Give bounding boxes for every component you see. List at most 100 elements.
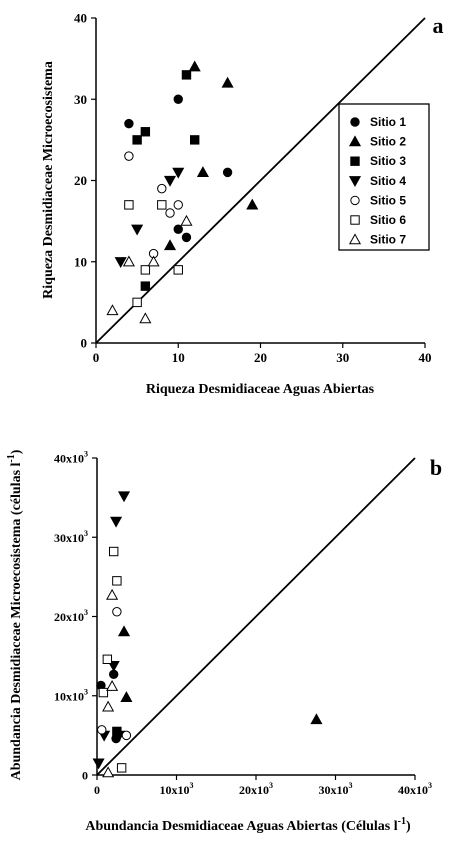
panel-b-point-sitio-7 bbox=[102, 766, 115, 778]
legend-label-sitio-4: Sitio 4 bbox=[370, 174, 406, 188]
panel-a-point-sitio-7 bbox=[106, 304, 119, 316]
panel-a-x-tick-label: 20 bbox=[254, 350, 267, 365]
panel-b-point-sitio-4 bbox=[117, 491, 131, 503]
panel-b-y-axis-label-sup: -1 bbox=[6, 454, 17, 462]
panel-a-point-sitio-3 bbox=[140, 281, 151, 291]
panel-a-point-sitio-4 bbox=[163, 175, 177, 187]
panel-b-y-tick-label: 30x103 bbox=[54, 529, 88, 545]
legend: Sitio 1 Sitio 2 Sitio 3 Sitio 4 Sitio 5 Sitio… bbox=[338, 103, 430, 251]
panel-b-point-sitio-6 bbox=[112, 576, 122, 586]
panel-b-y-tick-label: 10x103 bbox=[54, 687, 88, 703]
panel-b-y-axis-label-end: ) bbox=[9, 449, 24, 454]
panel-a-point-sitio-1 bbox=[181, 232, 192, 243]
panel-b-data-points bbox=[92, 491, 323, 778]
panel-b-x-tick-exponent: 3 bbox=[428, 781, 432, 790]
panel-b-point-sitio-7 bbox=[106, 588, 119, 600]
panel-a-y-tick-label: 30 bbox=[74, 92, 87, 107]
panel-a-point-sitio-4 bbox=[131, 224, 144, 236]
panel-a-point-sitio-6 bbox=[173, 265, 183, 275]
panel-a-point-sitio-3 bbox=[181, 70, 192, 80]
panel-a-y-axis-label: Riqueza Desmidiaceae Microecosistema bbox=[41, 61, 56, 299]
legend-label-sitio-7: Sitio 7 bbox=[370, 233, 406, 247]
panel-b-y-tick-label: 40x103 bbox=[54, 450, 88, 466]
panel-b-x-axis-label-text: Abundancia Desmidiaceae Aguas Abiertas (… bbox=[85, 819, 397, 834]
panel-a-point-sitio-6 bbox=[140, 265, 151, 275]
panel-a-point-sitio-4 bbox=[172, 167, 185, 179]
legend-marker-sitio-4 bbox=[348, 176, 362, 188]
panel-a-point-sitio-3 bbox=[190, 135, 200, 145]
panel-a-x-tick-label: 0 bbox=[93, 350, 100, 365]
panel-a-point-sitio-1 bbox=[222, 167, 233, 178]
panel-a-x-axis-label: Riqueza Desmidiaceae Aguas Abiertas bbox=[146, 382, 375, 397]
panel-b-point-sitio-4 bbox=[92, 758, 105, 770]
panel-b-x-tick-label: 40x103 bbox=[398, 781, 432, 797]
panel-b-x-tick-exponent: 3 bbox=[349, 781, 353, 790]
panel-a-point-sitio-2 bbox=[221, 76, 234, 88]
panel-a-x-ticks: 0 10 20 30 40 bbox=[93, 343, 432, 365]
panel-b-x-axis-label: Abundancia Desmidiaceae Aguas Abiertas (… bbox=[85, 816, 411, 834]
panel-a-point-sitio-7 bbox=[147, 255, 160, 267]
panel-b-point-sitio-2 bbox=[310, 713, 323, 725]
panel-b-point-sitio-7 bbox=[106, 680, 119, 691]
panel-a-reference-line bbox=[95, 17, 426, 344]
panel-b-x-ticks: 0 10x103 20x103 30x103 40x103 bbox=[94, 775, 432, 797]
panel-b-y-axis-label-text: Abundancia Desmidiaceae Microecosistema … bbox=[9, 462, 24, 780]
panel-b-x-tick-label: 0 bbox=[94, 783, 100, 797]
panel-b-y-axis-label: Abundancia Desmidiaceae Microecosistema … bbox=[6, 449, 24, 780]
panel-a-label: a bbox=[433, 13, 444, 38]
panel-b-x-tick-exponent: 3 bbox=[190, 781, 194, 790]
panel-b-point-sitio-2 bbox=[117, 625, 131, 637]
panel-b-point-sitio-6 bbox=[116, 763, 127, 773]
panel-b-y-tick-exponent: 3 bbox=[84, 608, 88, 617]
panel-b-abundance-scatter: 0 10x103 20x103 30x103 40x103 010x10320x1033… bbox=[6, 449, 442, 834]
panel-b-y-tick-label: 0 bbox=[82, 769, 88, 783]
panel-b-y-tick-exponent: 3 bbox=[84, 687, 88, 696]
legend-marker-sitio-1 bbox=[350, 117, 360, 127]
panel-b-x-axis-label-end: ) bbox=[406, 819, 411, 834]
panel-a-point-sitio-5 bbox=[165, 208, 175, 218]
legend-marker-sitio-5 bbox=[350, 195, 360, 206]
panel-a-point-sitio-6 bbox=[124, 200, 134, 210]
panel-a-point-sitio-3 bbox=[132, 135, 142, 145]
legend-marker-sitio-6 bbox=[350, 215, 360, 225]
legend-marker-sitio-3 bbox=[350, 156, 360, 166]
panel-b-point-sitio-6 bbox=[102, 654, 113, 664]
panel-a-point-sitio-7 bbox=[180, 214, 193, 226]
panel-a-point-sitio-5 bbox=[124, 151, 134, 161]
panel-b-point-sitio-2 bbox=[120, 691, 133, 702]
panel-b-point-sitio-5 bbox=[112, 607, 122, 617]
panel-b-x-tick-exponent: 3 bbox=[269, 781, 273, 790]
panel-b-point-sitio-7 bbox=[102, 700, 115, 712]
panel-a-x-tick-label: 40 bbox=[419, 350, 432, 365]
panel-a-point-sitio-1 bbox=[124, 118, 134, 129]
panel-b-point-sitio-5 bbox=[97, 725, 107, 735]
panel-a-point-sitio-5 bbox=[157, 183, 167, 194]
panel-a-y-tick-label: 10 bbox=[74, 254, 87, 269]
panel-a-point-sitio-6 bbox=[157, 200, 167, 210]
legend-label-sitio-2: Sitio 2 bbox=[370, 135, 406, 149]
panel-a-point-sitio-3 bbox=[140, 127, 151, 137]
panel-a-richness-scatter: 0 10 20 30 40 0 10 20 30 40 Riqueza Desmidiaceae… bbox=[41, 11, 444, 398]
legend-marker-sitio-2 bbox=[348, 135, 362, 147]
panel-a-point-sitio-1 bbox=[173, 224, 183, 234]
panel-a-point-sitio-2 bbox=[163, 239, 177, 251]
panel-b-x-axis-label-sup: -1 bbox=[398, 816, 406, 827]
panel-a-point-sitio-4 bbox=[114, 257, 127, 268]
panel-a-data-points bbox=[106, 60, 259, 324]
legend-label-sitio-3: Sitio 3 bbox=[370, 154, 406, 168]
legend-label-sitio-6: Sitio 6 bbox=[370, 213, 406, 227]
panel-a-y-ticks: 0 10 20 30 40 bbox=[74, 11, 96, 351]
panel-b-x-tick-label: 30x103 bbox=[319, 781, 353, 797]
panel-b-y-ticks: 0 10x103 20x103 30x103 40x103 bbox=[54, 450, 97, 783]
panel-a-x-tick-label: 10 bbox=[172, 350, 185, 365]
legend-label-sitio-5: Sitio 5 bbox=[370, 193, 406, 207]
panel-a-y-tick-label: 40 bbox=[74, 11, 87, 26]
panel-b-x-tick-label: 20x103 bbox=[239, 781, 273, 797]
legend-items: Sitio 1 Sitio 2 Sitio 3 Sitio 4 Sitio 5 Sitio… bbox=[348, 115, 406, 247]
panel-b-reference-line bbox=[96, 457, 416, 776]
panel-b-y-tick-label: 20x103 bbox=[54, 608, 88, 624]
panel-a-point-sitio-2 bbox=[188, 60, 201, 72]
panel-a-point-sitio-2 bbox=[246, 198, 259, 210]
panel-a-y-tick-label: 20 bbox=[74, 173, 87, 188]
panel-b-label: b bbox=[430, 455, 442, 480]
